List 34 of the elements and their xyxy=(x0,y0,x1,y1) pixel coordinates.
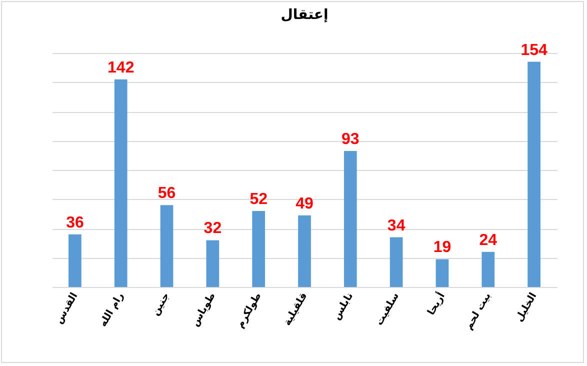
data-label: 142 xyxy=(108,59,134,76)
bar xyxy=(482,252,495,287)
x-tick-label: القدس xyxy=(54,291,80,326)
x-tick-label: جنين xyxy=(150,291,172,318)
data-label: 93 xyxy=(342,130,360,148)
data-label: 49 xyxy=(296,195,314,212)
x-tick-label: الخليل xyxy=(514,291,540,324)
x-tick-label: سلفيت xyxy=(374,290,402,328)
data-label: 154 xyxy=(520,42,548,59)
bar xyxy=(206,240,220,287)
bar xyxy=(344,150,357,287)
data-label: 32 xyxy=(204,220,222,238)
data-label: 19 xyxy=(433,239,452,256)
bar xyxy=(160,205,174,287)
x-tick-label: رام الله xyxy=(98,290,126,329)
data-label: 34 xyxy=(387,217,406,234)
bar xyxy=(390,237,403,287)
x-tick-label: أريحا xyxy=(424,290,448,318)
x-tick-label: نابلس xyxy=(331,291,356,322)
bar xyxy=(436,259,449,287)
chart-title: إعتقال xyxy=(280,6,328,23)
data-label: 24 xyxy=(479,232,498,249)
x-tick-label: طولكرم xyxy=(234,291,264,330)
bar xyxy=(252,210,266,287)
bar xyxy=(68,234,82,287)
bar xyxy=(528,62,540,287)
bar xyxy=(298,215,311,287)
x-tick-label: بيت لحم xyxy=(463,291,494,332)
data-label: 56 xyxy=(158,185,176,202)
x-tick-label: قلقيلية xyxy=(282,291,310,328)
x-tick-label: طوباس xyxy=(190,291,218,329)
data-label: 52 xyxy=(250,190,268,208)
data-label: 36 xyxy=(66,214,84,232)
bar xyxy=(114,79,128,287)
